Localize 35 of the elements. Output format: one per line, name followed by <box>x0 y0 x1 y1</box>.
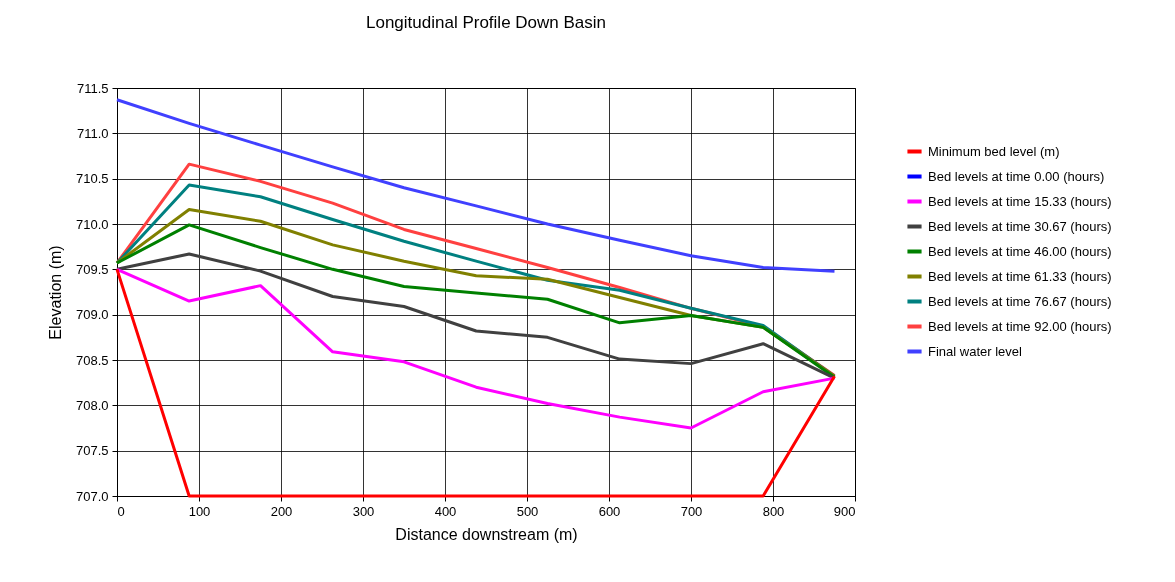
legend-label: Bed levels at time 30.67 (hours) <box>928 218 1112 234</box>
legend-label: Bed levels at time 46.00 (hours) <box>928 243 1112 259</box>
y-tick-label: 710.5 <box>75 171 109 187</box>
x-tick-label: 600 <box>598 503 621 519</box>
legend-label: Bed levels at time 76.67 (hours) <box>928 293 1112 309</box>
x-tick-label: 400 <box>434 503 457 519</box>
y-tick-label: 711.0 <box>76 125 109 141</box>
legend-label: Bed levels at time 0.00 (hours) <box>928 168 1105 184</box>
x-tick-label: 300 <box>352 503 375 519</box>
y-tick-label: 710.0 <box>75 216 109 232</box>
y-tick-label: 708.0 <box>75 397 109 413</box>
x-axis-title: Distance downstream (m) <box>395 525 578 543</box>
x-tick-label: 900 <box>833 503 856 519</box>
y-tick-label: 707.0 <box>75 488 109 504</box>
legend-label: Final water level <box>928 343 1023 359</box>
legend-label: Bed levels at time 15.33 (hours) <box>928 193 1112 209</box>
legend-label: Bed levels at time 61.33 (hours) <box>928 268 1112 284</box>
y-tick-label: 708.5 <box>75 352 109 368</box>
legend-label: Minimum bed level (m) <box>928 143 1060 159</box>
line-series <box>115 252 836 380</box>
y-tick-label: 711.5 <box>76 80 109 96</box>
x-tick-label: 700 <box>680 503 703 519</box>
line-series <box>115 98 836 273</box>
y-tick-label: 709.0 <box>75 307 109 323</box>
x-tick-label: 800 <box>762 503 785 519</box>
line-series <box>115 267 836 430</box>
chart-title: Longitudinal Profile Down Basin <box>365 13 607 32</box>
x-tick-label: 0 <box>117 503 125 519</box>
x-tick-label: 500 <box>516 503 539 519</box>
y-tick-label: 709.5 <box>75 261 109 277</box>
legend-label: Bed levels at time 92.00 (hours) <box>928 318 1112 334</box>
x-tick-label: 200 <box>270 503 293 519</box>
y-tick-label: 707.5 <box>75 443 109 459</box>
x-tick-label: 100 <box>188 503 211 519</box>
y-axis-title: Elevation (m) <box>46 245 64 340</box>
